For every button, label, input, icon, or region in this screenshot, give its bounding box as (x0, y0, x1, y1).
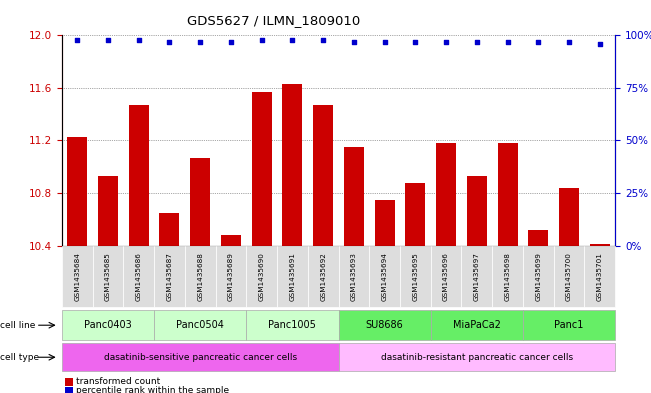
Text: Panc0403: Panc0403 (84, 320, 132, 330)
Point (103, 37, 113, 43)
Bar (159, 213, 180, 246)
Bar (467, 176, 487, 246)
Text: Panc1005: Panc1005 (268, 320, 316, 330)
Text: GSM1435686: GSM1435686 (135, 252, 142, 301)
Text: GSM1435697: GSM1435697 (474, 252, 480, 301)
Text: cell line: cell line (0, 321, 35, 330)
Bar (590, 244, 610, 246)
Text: GSM1435693: GSM1435693 (351, 252, 357, 301)
Bar (559, 188, 579, 246)
Point (133, 37, 144, 43)
Bar (436, 143, 456, 246)
Text: transformed count: transformed count (76, 378, 160, 386)
Bar (190, 158, 210, 246)
Bar (344, 147, 364, 246)
Text: GSM1435694: GSM1435694 (381, 252, 387, 301)
Bar (221, 235, 241, 246)
Bar (252, 92, 271, 246)
Point (72, 37, 83, 43)
Text: GSM1435698: GSM1435698 (505, 252, 510, 301)
Point (287, 37, 298, 43)
Text: GSM1435692: GSM1435692 (320, 252, 326, 301)
Bar (98, 176, 118, 246)
Text: Panc1: Panc1 (555, 320, 584, 330)
Point (594, 40, 605, 47)
Text: GDS5627 / ILMN_1809010: GDS5627 / ILMN_1809010 (187, 14, 360, 27)
Text: cell type: cell type (0, 353, 39, 362)
Text: GSM1435687: GSM1435687 (167, 252, 173, 301)
Text: GSM1435691: GSM1435691 (290, 252, 296, 301)
Bar (129, 105, 148, 246)
Text: GSM1435685: GSM1435685 (105, 252, 111, 301)
Text: GSM1435689: GSM1435689 (228, 252, 234, 301)
Text: GSM1435700: GSM1435700 (566, 252, 572, 301)
Point (471, 39, 482, 45)
Point (533, 39, 544, 45)
Point (318, 37, 328, 43)
Text: SU8686: SU8686 (366, 320, 404, 330)
Text: GSM1435701: GSM1435701 (597, 252, 603, 301)
Bar (406, 182, 425, 246)
Bar (374, 200, 395, 246)
Text: dasatinib-sensitive pancreatic cancer cells: dasatinib-sensitive pancreatic cancer ce… (104, 353, 297, 362)
Text: GSM1435690: GSM1435690 (258, 252, 265, 301)
Text: MiaPaCa2: MiaPaCa2 (453, 320, 501, 330)
Text: Panc0504: Panc0504 (176, 320, 224, 330)
Bar (283, 84, 303, 246)
Bar (67, 136, 87, 246)
Point (226, 39, 236, 45)
Text: GSM1435695: GSM1435695 (412, 252, 419, 301)
Text: dasatinib-resistant pancreatic cancer cells: dasatinib-resistant pancreatic cancer ce… (381, 353, 573, 362)
Point (349, 39, 359, 45)
Point (564, 39, 574, 45)
Point (441, 39, 451, 45)
Text: GSM1435688: GSM1435688 (197, 252, 203, 301)
Point (410, 39, 421, 45)
Point (380, 39, 390, 45)
Text: GSM1435684: GSM1435684 (74, 252, 80, 301)
Point (195, 39, 205, 45)
Text: GSM1435696: GSM1435696 (443, 252, 449, 301)
Point (503, 39, 513, 45)
Text: GSM1435699: GSM1435699 (535, 252, 542, 301)
Bar (497, 143, 518, 246)
Bar (529, 230, 548, 246)
Bar (313, 105, 333, 246)
Point (256, 37, 267, 43)
Text: percentile rank within the sample: percentile rank within the sample (76, 386, 229, 393)
Point (164, 39, 174, 45)
